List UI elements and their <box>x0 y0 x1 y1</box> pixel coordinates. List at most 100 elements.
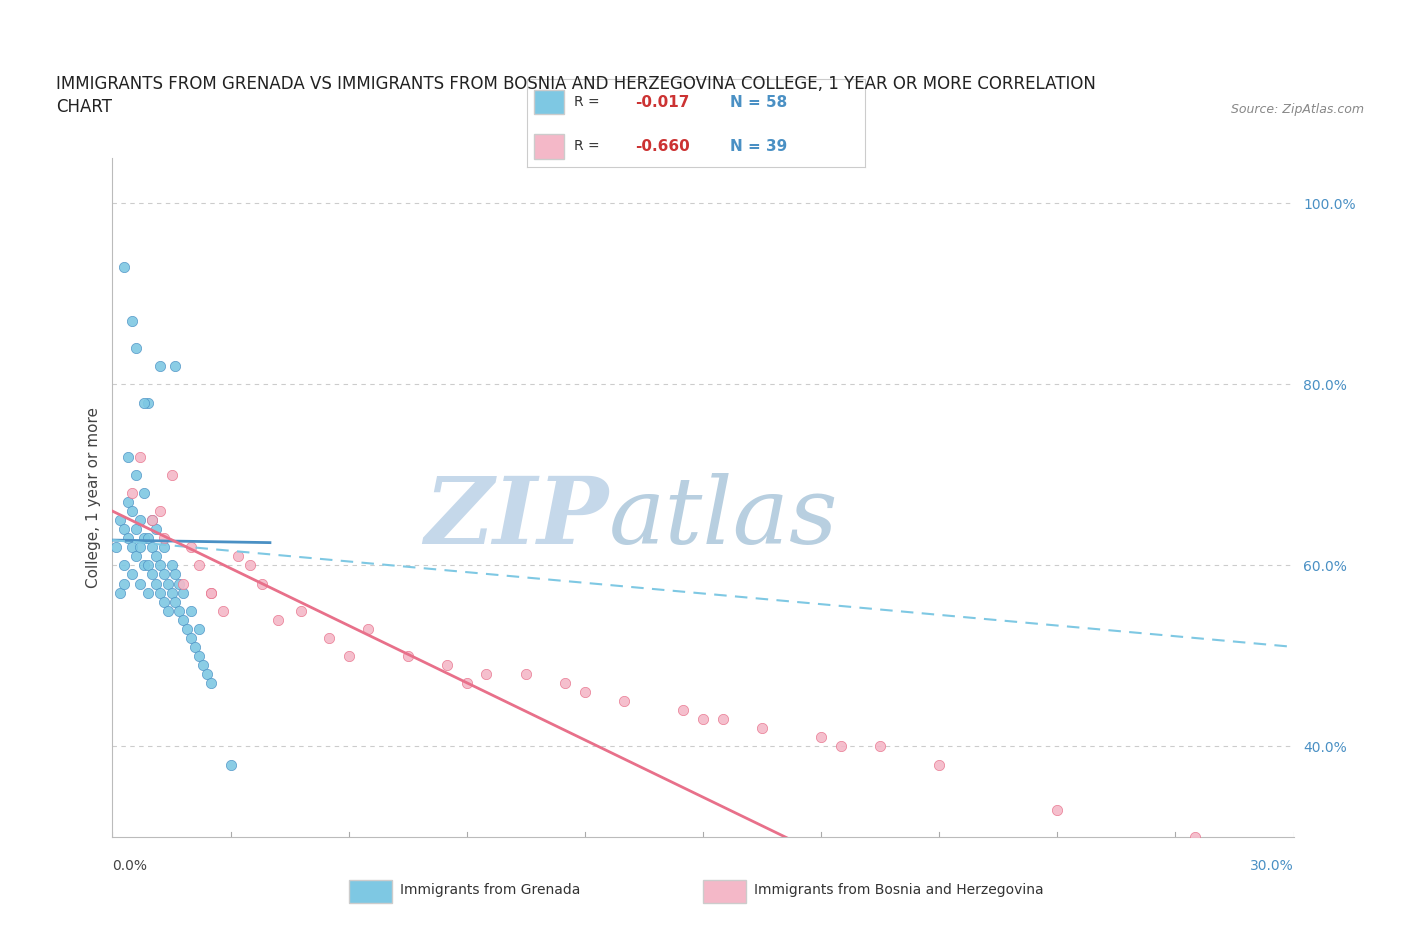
Point <box>145 522 167 537</box>
Text: Immigrants from Bosnia and Herzegovina: Immigrants from Bosnia and Herzegovina <box>754 884 1043 897</box>
Point <box>751 721 773 736</box>
Point <box>172 585 194 600</box>
Point <box>188 558 211 573</box>
Point <box>515 667 537 682</box>
Point <box>129 512 152 527</box>
Text: N = 39: N = 39 <box>730 139 787 153</box>
Point <box>112 522 135 537</box>
Text: R =: R = <box>575 95 605 109</box>
Point <box>125 549 148 564</box>
Point <box>436 658 458 672</box>
Point <box>112 259 135 274</box>
Point <box>121 313 143 328</box>
Point <box>125 522 148 537</box>
FancyBboxPatch shape <box>534 134 564 159</box>
Point <box>191 658 214 672</box>
Point <box>318 631 340 645</box>
Point <box>110 512 132 527</box>
Point <box>200 585 222 600</box>
Point <box>112 558 135 573</box>
Point <box>165 359 187 374</box>
Point <box>145 549 167 564</box>
Text: Source: ZipAtlas.com: Source: ZipAtlas.com <box>1230 103 1364 116</box>
Point <box>156 604 179 618</box>
Point <box>711 711 734 726</box>
Text: -0.660: -0.660 <box>636 139 690 153</box>
Point <box>129 449 152 464</box>
Point <box>121 504 143 519</box>
Point <box>200 585 222 600</box>
Point <box>141 540 163 555</box>
Point <box>169 576 191 591</box>
Point <box>149 504 172 519</box>
Point <box>228 549 250 564</box>
Point <box>475 667 498 682</box>
Point <box>121 567 143 582</box>
Point <box>357 621 380 636</box>
Point <box>188 621 211 636</box>
Point <box>176 621 198 636</box>
Point <box>129 576 152 591</box>
Point <box>195 667 218 682</box>
Point <box>121 485 143 500</box>
Text: 0.0%: 0.0% <box>112 858 148 872</box>
Point <box>456 676 478 691</box>
Text: atlas: atlas <box>609 473 838 563</box>
Point <box>136 531 159 546</box>
FancyBboxPatch shape <box>349 880 392 903</box>
Point <box>112 576 135 591</box>
Point <box>180 631 202 645</box>
Point <box>928 757 950 772</box>
Point <box>810 730 832 745</box>
Y-axis label: College, 1 year or more: College, 1 year or more <box>86 407 101 588</box>
Point <box>165 567 187 582</box>
Point <box>149 558 172 573</box>
Point <box>1184 830 1206 844</box>
Point <box>132 531 155 546</box>
Point <box>125 468 148 483</box>
Point <box>117 531 139 546</box>
Point <box>156 576 179 591</box>
Point <box>125 340 148 355</box>
Text: R =: R = <box>575 140 605 153</box>
Point <box>152 531 174 546</box>
Point <box>129 540 152 555</box>
Point <box>152 594 174 609</box>
Point <box>250 576 273 591</box>
Point <box>141 512 163 527</box>
Text: IMMIGRANTS FROM GRENADA VS IMMIGRANTS FROM BOSNIA AND HERZEGOVINA COLLEGE, 1 YEA: IMMIGRANTS FROM GRENADA VS IMMIGRANTS FR… <box>56 75 1097 93</box>
Point <box>132 558 155 573</box>
Point <box>165 594 187 609</box>
FancyBboxPatch shape <box>534 89 564 114</box>
Point <box>145 576 167 591</box>
Point <box>239 558 262 573</box>
Point <box>337 648 360 663</box>
Point <box>117 495 139 510</box>
Point <box>136 585 159 600</box>
Point <box>110 585 132 600</box>
Point <box>136 558 159 573</box>
Point <box>180 540 202 555</box>
Point <box>172 612 194 627</box>
Point <box>869 739 891 754</box>
Point <box>149 585 172 600</box>
Point <box>117 449 139 464</box>
Point <box>105 540 128 555</box>
Point <box>152 540 174 555</box>
Text: N = 58: N = 58 <box>730 95 787 110</box>
Point <box>396 648 419 663</box>
Point <box>160 585 183 600</box>
Point <box>132 395 155 410</box>
Point <box>149 359 172 374</box>
Point <box>672 703 695 718</box>
Point <box>141 512 163 527</box>
Point <box>172 576 194 591</box>
Text: Immigrants from Grenada: Immigrants from Grenada <box>399 884 581 897</box>
Point <box>830 739 852 754</box>
Text: CHART: CHART <box>56 99 112 116</box>
Point <box>267 612 290 627</box>
Point <box>692 711 714 726</box>
Point <box>136 395 159 410</box>
Point <box>160 468 183 483</box>
Point <box>141 567 163 582</box>
